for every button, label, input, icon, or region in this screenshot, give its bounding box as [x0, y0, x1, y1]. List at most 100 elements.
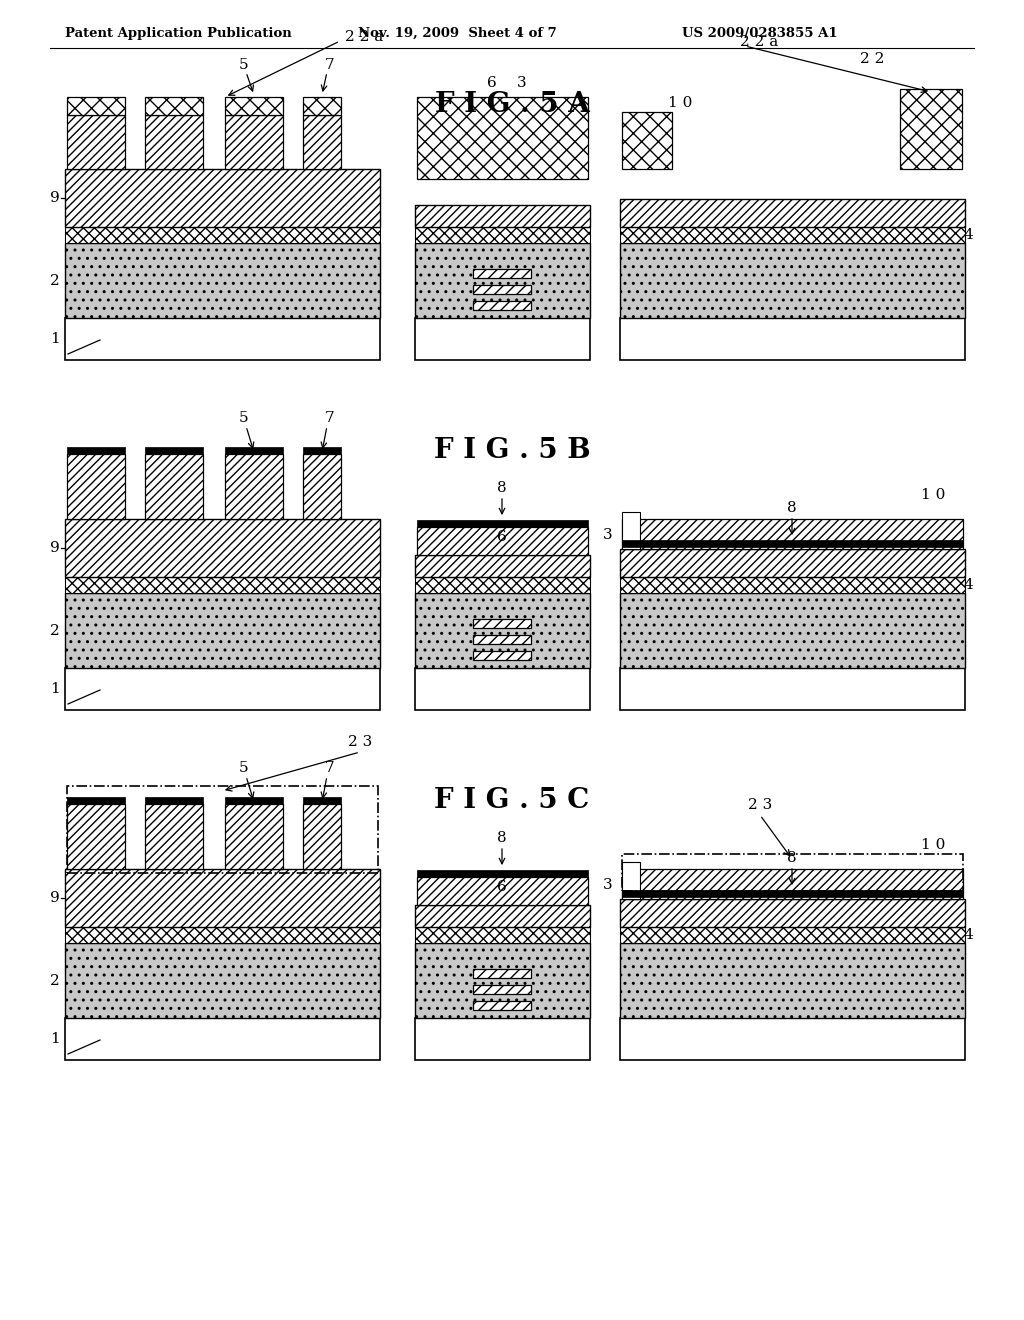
Bar: [415, 668, 590, 710]
Bar: [620, 927, 965, 942]
Text: 8: 8: [787, 502, 797, 515]
Bar: [417, 520, 588, 527]
Text: 1 0: 1 0: [921, 838, 945, 851]
Text: 6: 6: [497, 880, 507, 894]
Text: 5: 5: [240, 762, 249, 775]
Bar: [67, 447, 125, 454]
Bar: [67, 96, 125, 115]
Bar: [65, 942, 380, 1018]
Bar: [473, 1001, 531, 1010]
Bar: [620, 577, 965, 593]
Bar: [622, 862, 640, 899]
Text: 1 0: 1 0: [668, 96, 692, 110]
Bar: [225, 804, 283, 869]
Bar: [145, 797, 203, 804]
Bar: [303, 447, 341, 454]
Bar: [622, 854, 963, 891]
Bar: [145, 804, 203, 869]
Text: 7: 7: [326, 411, 335, 425]
Text: 8: 8: [498, 480, 507, 495]
Bar: [415, 906, 590, 927]
Bar: [620, 318, 965, 360]
Text: 2 2 a: 2 2 a: [740, 36, 778, 49]
Text: 2 2: 2 2: [860, 51, 885, 66]
Bar: [417, 870, 588, 876]
Bar: [225, 96, 283, 115]
Bar: [65, 577, 380, 593]
Bar: [225, 797, 283, 804]
Bar: [620, 1018, 965, 1060]
Text: 1: 1: [50, 333, 60, 346]
Text: 5: 5: [240, 58, 249, 73]
Bar: [473, 635, 531, 644]
Bar: [473, 651, 531, 660]
Text: 2 3: 2 3: [748, 799, 772, 812]
Bar: [415, 318, 590, 360]
Text: F I G . 5 C: F I G . 5 C: [434, 787, 590, 813]
Text: 3: 3: [603, 528, 612, 543]
Bar: [415, 593, 590, 668]
Text: 3: 3: [517, 77, 526, 90]
Text: 5: 5: [240, 411, 249, 425]
Bar: [65, 593, 380, 668]
Text: 4: 4: [963, 228, 973, 242]
Bar: [303, 115, 341, 169]
Bar: [145, 454, 203, 519]
Bar: [622, 540, 963, 546]
Bar: [65, 869, 380, 927]
Text: F I G . 5 B: F I G . 5 B: [434, 437, 590, 463]
Bar: [620, 942, 965, 1018]
Bar: [415, 1018, 590, 1060]
Text: F I G . 5 A: F I G . 5 A: [434, 91, 590, 119]
Bar: [473, 285, 531, 294]
Bar: [620, 593, 965, 668]
Text: 7: 7: [326, 58, 335, 73]
Bar: [67, 454, 125, 519]
Bar: [417, 96, 588, 180]
Bar: [145, 96, 203, 115]
Text: Patent Application Publication: Patent Application Publication: [65, 26, 292, 40]
Bar: [65, 169, 380, 227]
Bar: [415, 227, 590, 243]
Text: 4: 4: [963, 928, 973, 942]
Text: 6: 6: [497, 531, 507, 544]
Text: 3: 3: [603, 878, 612, 892]
Text: Nov. 19, 2009  Sheet 4 of 7: Nov. 19, 2009 Sheet 4 of 7: [358, 26, 557, 40]
Bar: [417, 876, 588, 906]
Text: 8: 8: [498, 832, 507, 845]
Bar: [620, 227, 965, 243]
Text: 2: 2: [50, 275, 60, 288]
Bar: [303, 804, 341, 869]
Bar: [415, 554, 590, 577]
Bar: [473, 269, 531, 279]
Bar: [65, 519, 380, 577]
Bar: [65, 668, 380, 710]
Bar: [900, 88, 962, 169]
Bar: [225, 115, 283, 169]
Bar: [620, 243, 965, 318]
Text: 1: 1: [50, 682, 60, 696]
Bar: [303, 797, 341, 804]
Bar: [622, 112, 672, 169]
Bar: [65, 243, 380, 318]
Text: 1: 1: [50, 1032, 60, 1045]
Bar: [622, 869, 963, 899]
Bar: [415, 927, 590, 942]
Bar: [67, 804, 125, 869]
Bar: [620, 899, 965, 927]
Bar: [303, 454, 341, 519]
Bar: [303, 96, 341, 115]
Bar: [620, 199, 965, 227]
Text: 9: 9: [50, 541, 60, 554]
Bar: [65, 1018, 380, 1060]
Text: 2: 2: [50, 974, 60, 987]
Bar: [65, 227, 380, 243]
Bar: [473, 985, 531, 994]
Text: 9: 9: [50, 191, 60, 205]
Bar: [145, 115, 203, 169]
Bar: [622, 512, 640, 549]
Text: 6: 6: [487, 77, 497, 90]
Bar: [473, 619, 531, 628]
Bar: [473, 969, 531, 978]
Bar: [473, 301, 531, 310]
